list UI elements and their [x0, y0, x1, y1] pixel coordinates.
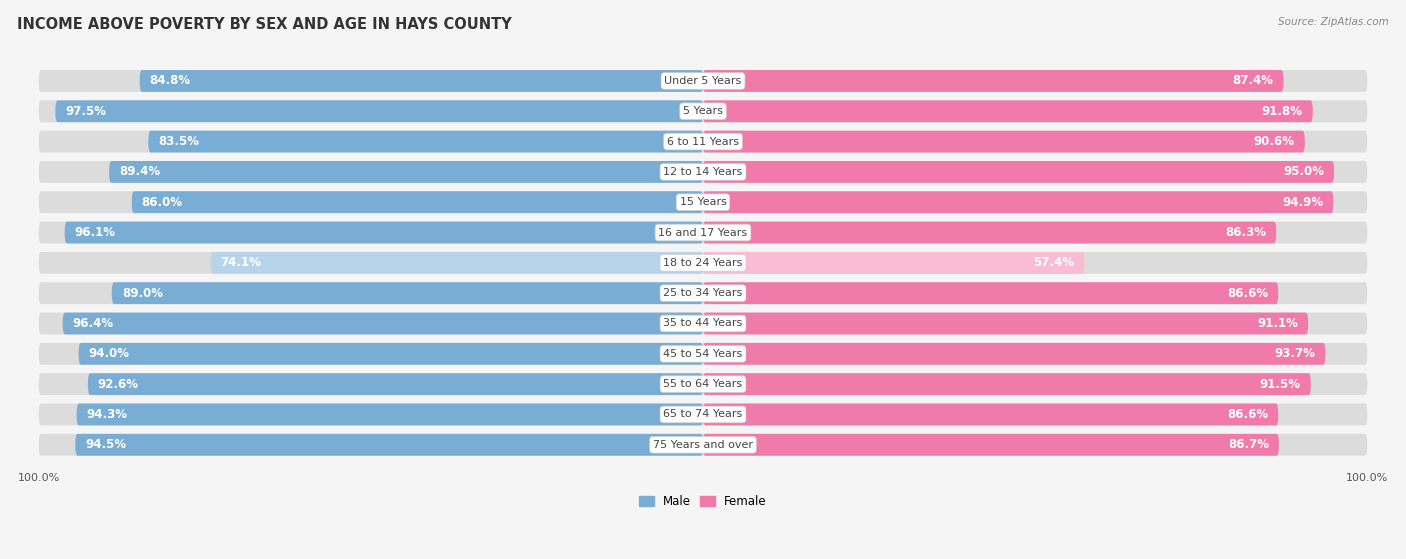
- Text: 86.3%: 86.3%: [1225, 226, 1267, 239]
- Text: 92.6%: 92.6%: [98, 378, 139, 391]
- FancyBboxPatch shape: [39, 434, 1367, 456]
- Text: 95.0%: 95.0%: [1284, 165, 1324, 178]
- Text: 90.6%: 90.6%: [1254, 135, 1295, 148]
- Text: Under 5 Years: Under 5 Years: [665, 76, 741, 86]
- FancyBboxPatch shape: [703, 282, 1278, 304]
- Text: 25 to 34 Years: 25 to 34 Years: [664, 288, 742, 298]
- Text: 91.8%: 91.8%: [1261, 105, 1303, 118]
- FancyBboxPatch shape: [110, 161, 703, 183]
- Text: 93.7%: 93.7%: [1275, 347, 1316, 361]
- FancyBboxPatch shape: [703, 191, 1333, 213]
- Text: 86.7%: 86.7%: [1227, 438, 1270, 451]
- Text: 94.3%: 94.3%: [87, 408, 128, 421]
- Text: 55 to 64 Years: 55 to 64 Years: [664, 379, 742, 389]
- FancyBboxPatch shape: [39, 404, 1367, 425]
- FancyBboxPatch shape: [89, 373, 703, 395]
- FancyBboxPatch shape: [63, 312, 703, 334]
- FancyBboxPatch shape: [703, 101, 1313, 122]
- Text: 18 to 24 Years: 18 to 24 Years: [664, 258, 742, 268]
- FancyBboxPatch shape: [76, 404, 703, 425]
- Text: 86.0%: 86.0%: [142, 196, 183, 209]
- FancyBboxPatch shape: [211, 252, 703, 274]
- Text: 45 to 54 Years: 45 to 54 Years: [664, 349, 742, 359]
- Text: 86.6%: 86.6%: [1227, 287, 1268, 300]
- FancyBboxPatch shape: [39, 131, 1367, 153]
- Text: 12 to 14 Years: 12 to 14 Years: [664, 167, 742, 177]
- FancyBboxPatch shape: [703, 434, 1279, 456]
- FancyBboxPatch shape: [39, 343, 1367, 364]
- Text: 94.9%: 94.9%: [1282, 196, 1323, 209]
- Text: Source: ZipAtlas.com: Source: ZipAtlas.com: [1278, 17, 1389, 27]
- Text: 91.1%: 91.1%: [1257, 317, 1298, 330]
- FancyBboxPatch shape: [132, 191, 703, 213]
- FancyBboxPatch shape: [65, 221, 703, 244]
- Text: 83.5%: 83.5%: [159, 135, 200, 148]
- Text: 65 to 74 Years: 65 to 74 Years: [664, 409, 742, 419]
- Text: 97.5%: 97.5%: [65, 105, 107, 118]
- FancyBboxPatch shape: [139, 70, 703, 92]
- FancyBboxPatch shape: [148, 131, 703, 153]
- FancyBboxPatch shape: [703, 221, 1277, 244]
- FancyBboxPatch shape: [39, 191, 1367, 213]
- Text: 86.6%: 86.6%: [1227, 408, 1268, 421]
- Text: 6 to 11 Years: 6 to 11 Years: [666, 136, 740, 146]
- Text: 74.1%: 74.1%: [221, 257, 262, 269]
- FancyBboxPatch shape: [39, 282, 1367, 304]
- Text: 89.0%: 89.0%: [122, 287, 163, 300]
- FancyBboxPatch shape: [39, 70, 1367, 92]
- FancyBboxPatch shape: [112, 282, 703, 304]
- Text: 35 to 44 Years: 35 to 44 Years: [664, 319, 742, 329]
- FancyBboxPatch shape: [703, 70, 1284, 92]
- Text: INCOME ABOVE POVERTY BY SEX AND AGE IN HAYS COUNTY: INCOME ABOVE POVERTY BY SEX AND AGE IN H…: [17, 17, 512, 32]
- Text: 5 Years: 5 Years: [683, 106, 723, 116]
- Text: 89.4%: 89.4%: [120, 165, 160, 178]
- FancyBboxPatch shape: [703, 161, 1334, 183]
- FancyBboxPatch shape: [39, 312, 1367, 334]
- FancyBboxPatch shape: [39, 373, 1367, 395]
- FancyBboxPatch shape: [703, 373, 1310, 395]
- FancyBboxPatch shape: [79, 343, 703, 364]
- Text: 75 Years and over: 75 Years and over: [652, 440, 754, 450]
- FancyBboxPatch shape: [703, 343, 1326, 364]
- Text: 94.0%: 94.0%: [89, 347, 129, 361]
- Text: 87.4%: 87.4%: [1233, 74, 1274, 87]
- FancyBboxPatch shape: [39, 101, 1367, 122]
- FancyBboxPatch shape: [39, 252, 1367, 274]
- Text: 57.4%: 57.4%: [1033, 257, 1074, 269]
- Legend: Male, Female: Male, Female: [634, 490, 772, 513]
- Text: 94.5%: 94.5%: [86, 438, 127, 451]
- Text: 96.4%: 96.4%: [73, 317, 114, 330]
- Text: 96.1%: 96.1%: [75, 226, 115, 239]
- FancyBboxPatch shape: [55, 101, 703, 122]
- Text: 84.8%: 84.8%: [149, 74, 191, 87]
- Text: 15 Years: 15 Years: [679, 197, 727, 207]
- FancyBboxPatch shape: [39, 161, 1367, 183]
- FancyBboxPatch shape: [703, 131, 1305, 153]
- FancyBboxPatch shape: [703, 252, 1084, 274]
- Text: 16 and 17 Years: 16 and 17 Years: [658, 228, 748, 238]
- FancyBboxPatch shape: [39, 221, 1367, 244]
- FancyBboxPatch shape: [76, 434, 703, 456]
- FancyBboxPatch shape: [703, 312, 1308, 334]
- Text: 91.5%: 91.5%: [1260, 378, 1301, 391]
- FancyBboxPatch shape: [703, 404, 1278, 425]
